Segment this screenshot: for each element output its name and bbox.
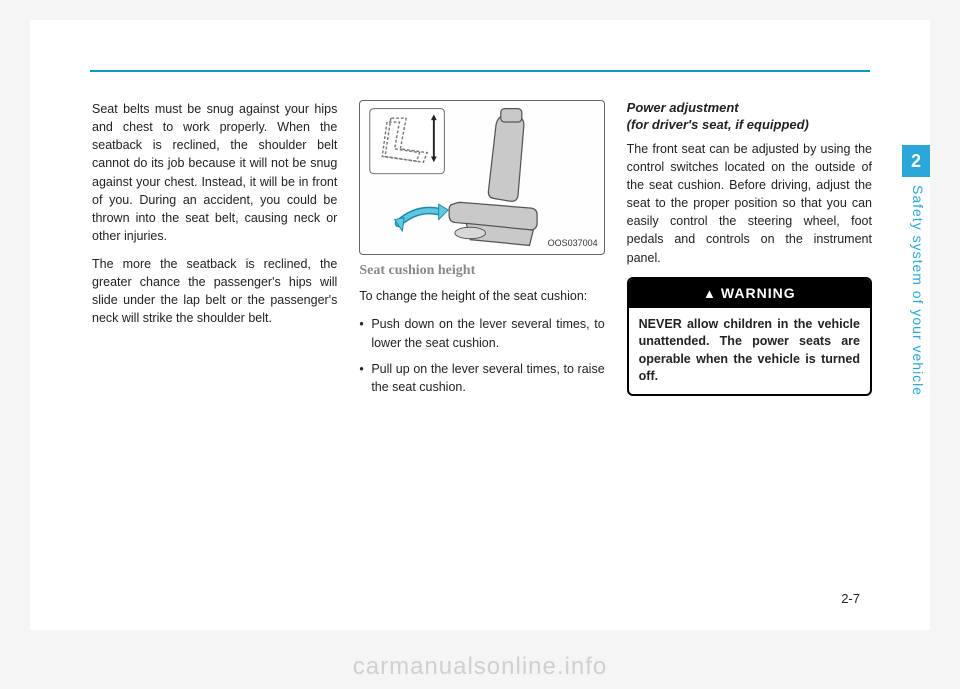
paragraph: The front seat can be adjusted by using … [627,140,872,267]
page-number: 2-7 [841,591,860,606]
list-item: Pull up on the lever several times, to r… [359,360,604,396]
column-right: Power adjustment (for driver's seat, if … [627,100,872,404]
warning-box: ▲WARNING NEVER allow children in the veh… [627,277,872,396]
paragraph: Seat belts must be snug against your hip… [92,100,337,245]
content-columns: Seat belts must be snug against your hip… [92,100,872,404]
subheading: Seat cushion height [359,261,604,281]
figure-code: OOS037004 [548,237,598,250]
chapter-label: Safety system of your vehicle [904,185,932,445]
heading-line: Power adjustment [627,100,739,115]
manual-page: Seat belts must be snug against your hip… [30,20,930,630]
column-left: Seat belts must be snug against your hip… [92,100,337,404]
column-middle: OOS037004 Seat cushion height To change … [359,100,604,404]
header-rule [90,70,870,72]
warning-header: ▲WARNING [629,279,870,308]
warning-body: NEVER allow children in the vehicle unat… [629,308,870,394]
warning-title: WARNING [721,285,796,301]
paragraph: To change the height of the seat cushion… [359,287,604,305]
bullet-list: Push down on the lever several times, to… [359,315,604,396]
seat-height-figure: OOS037004 [359,100,604,255]
heading-line: (for driver's seat, if equipped) [627,117,809,132]
list-item: Push down on the lever several times, to… [359,315,604,351]
chapter-tab: 2 [902,145,930,177]
warning-icon: ▲ [703,285,717,304]
watermark: carmanualsonline.info [0,653,960,681]
paragraph: The more the seatback is reclined, the g… [92,255,337,328]
section-heading: Power adjustment (for driver's seat, if … [627,100,872,134]
seat-illustration [360,101,603,254]
